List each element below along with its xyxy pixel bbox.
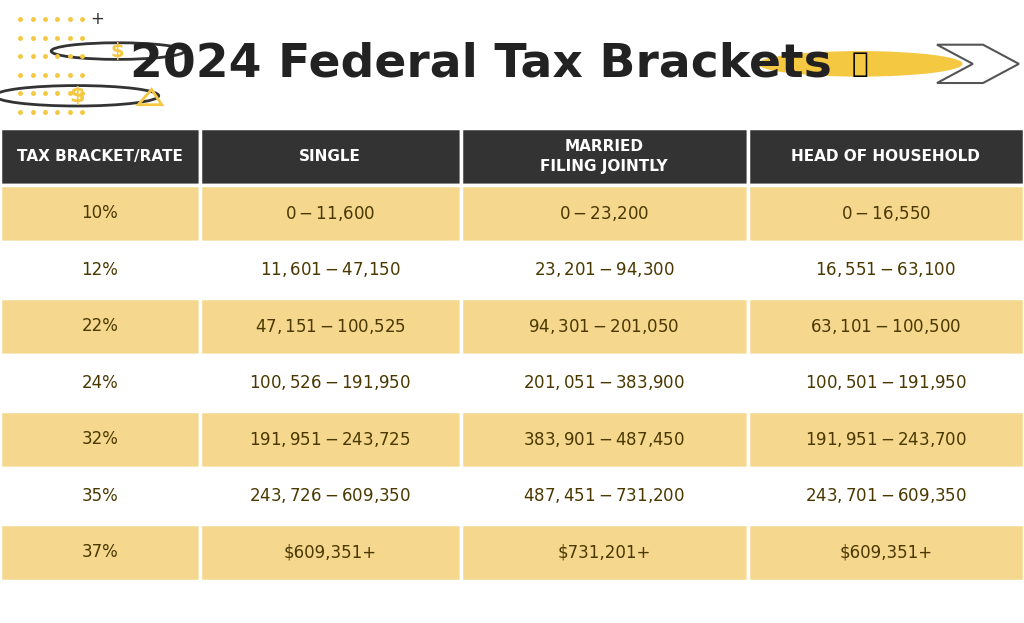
Text: 2024 Federal Tax Brackets: 2024 Federal Tax Brackets bbox=[130, 41, 833, 87]
Text: $487,451 - $731,200: $487,451 - $731,200 bbox=[523, 487, 685, 505]
Bar bbox=[461, 242, 748, 298]
Text: $100,501 - $191,950: $100,501 - $191,950 bbox=[805, 373, 967, 392]
Text: $11,601 - $47,150: $11,601 - $47,150 bbox=[260, 260, 400, 279]
Text: Source: TheCollegeInvestor.com: Source: TheCollegeInvestor.com bbox=[780, 595, 1004, 609]
Text: 🏛: 🏛 bbox=[852, 50, 868, 78]
Bar bbox=[748, 354, 1024, 411]
Text: $609,351+: $609,351+ bbox=[284, 543, 377, 561]
Bar bbox=[200, 298, 461, 354]
Text: $63,101 - $100,500: $63,101 - $100,500 bbox=[810, 317, 962, 336]
Bar bbox=[461, 298, 748, 354]
Text: 32%: 32% bbox=[81, 430, 119, 449]
Text: +: + bbox=[90, 10, 104, 28]
Text: $100,526 - $191,950: $100,526 - $191,950 bbox=[249, 373, 412, 392]
Text: $731,201+: $731,201+ bbox=[557, 543, 651, 561]
Bar bbox=[748, 242, 1024, 298]
Text: $0 - $16,550: $0 - $16,550 bbox=[841, 204, 931, 223]
Bar bbox=[748, 524, 1024, 581]
Text: SINGLE: SINGLE bbox=[299, 149, 361, 164]
Text: 24%: 24% bbox=[82, 374, 118, 392]
Bar bbox=[0, 298, 200, 354]
Text: $191,951 - $243,725: $191,951 - $243,725 bbox=[250, 430, 411, 449]
Text: TAX BRACKET/RATE: TAX BRACKET/RATE bbox=[17, 149, 182, 164]
Bar bbox=[0, 128, 200, 185]
Text: $609,351+: $609,351+ bbox=[840, 543, 932, 561]
Text: $383,901 - $487,450: $383,901 - $487,450 bbox=[523, 430, 685, 449]
Bar bbox=[461, 411, 748, 468]
Text: 12%: 12% bbox=[81, 261, 119, 279]
Bar bbox=[0, 411, 200, 468]
Text: $191,951 - $243,700: $191,951 - $243,700 bbox=[805, 430, 967, 449]
Text: $23,201 - $94,300: $23,201 - $94,300 bbox=[534, 260, 675, 279]
Bar bbox=[200, 354, 461, 411]
Bar bbox=[461, 128, 748, 185]
Text: $201,051 - $383,900: $201,051 - $383,900 bbox=[523, 373, 685, 392]
Circle shape bbox=[758, 51, 963, 77]
Text: 37%: 37% bbox=[82, 543, 118, 561]
Bar bbox=[200, 468, 461, 524]
Text: $16,551 - $63,100: $16,551 - $63,100 bbox=[815, 260, 956, 279]
Bar bbox=[748, 411, 1024, 468]
Text: $: $ bbox=[111, 42, 125, 60]
Bar bbox=[0, 524, 200, 581]
Bar bbox=[748, 185, 1024, 242]
Bar bbox=[200, 242, 461, 298]
Bar bbox=[200, 524, 461, 581]
Text: $: $ bbox=[69, 86, 85, 106]
Bar bbox=[461, 185, 748, 242]
Bar bbox=[0, 185, 200, 242]
Bar bbox=[200, 185, 461, 242]
Text: 22%: 22% bbox=[81, 317, 119, 335]
Text: HEAD OF HOUSEHOLD: HEAD OF HOUSEHOLD bbox=[792, 149, 980, 164]
Text: ⌂: ⌂ bbox=[15, 592, 28, 611]
Bar bbox=[461, 354, 748, 411]
Text: $47,151 - $100,525: $47,151 - $100,525 bbox=[255, 317, 406, 336]
Bar bbox=[200, 411, 461, 468]
Bar bbox=[461, 468, 748, 524]
Bar bbox=[461, 524, 748, 581]
Bar bbox=[748, 468, 1024, 524]
Text: THE COLLEGE INVESTOR: THE COLLEGE INVESTOR bbox=[46, 595, 246, 609]
Text: $0 - $11,600: $0 - $11,600 bbox=[286, 204, 375, 223]
Text: $243,726 - $609,350: $243,726 - $609,350 bbox=[249, 487, 412, 505]
Text: $243,701 - $609,350: $243,701 - $609,350 bbox=[805, 487, 967, 505]
Text: MARRIED
FILING JOINTLY: MARRIED FILING JOINTLY bbox=[541, 139, 668, 174]
Text: $0 - $23,200: $0 - $23,200 bbox=[559, 204, 649, 223]
Text: 10%: 10% bbox=[82, 204, 118, 222]
Bar bbox=[0, 354, 200, 411]
Text: 35%: 35% bbox=[82, 487, 118, 505]
Bar bbox=[748, 298, 1024, 354]
Bar bbox=[0, 468, 200, 524]
Text: $94,301 - $201,050: $94,301 - $201,050 bbox=[528, 317, 680, 336]
Bar bbox=[200, 128, 461, 185]
Bar bbox=[748, 128, 1024, 185]
Bar bbox=[0, 242, 200, 298]
